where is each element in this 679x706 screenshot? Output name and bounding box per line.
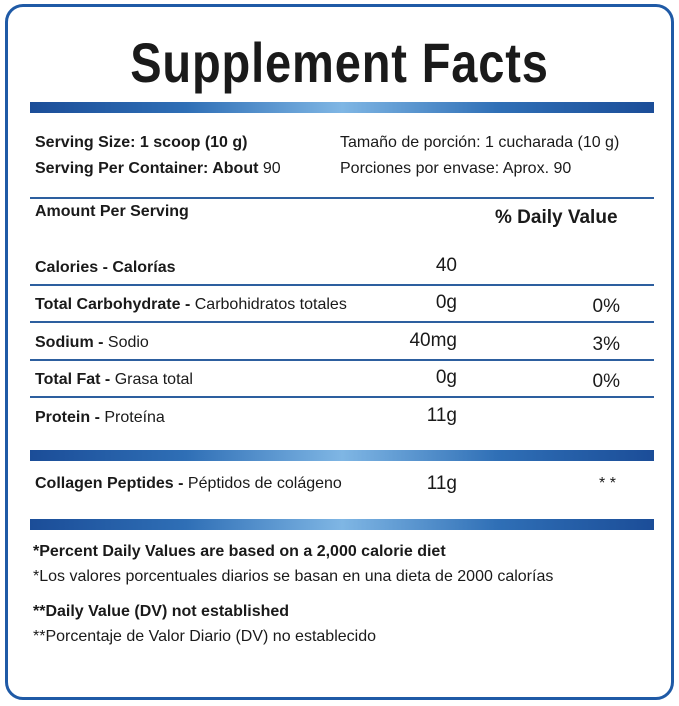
- dv-header: % Daily Value: [495, 207, 618, 228]
- footnote: *Los valores porcentuales diarios se bas…: [33, 568, 554, 585]
- name-es: Péptidos de colágeno: [187, 475, 342, 492]
- name: Protein -: [35, 409, 100, 426]
- serving-size: Serving Size: 1 scoop (10 g): [35, 134, 248, 151]
- name-es: Proteína: [104, 409, 165, 426]
- footnote: **Daily Value (DV) not established: [33, 603, 290, 620]
- name-es: Carbohidratos totales: [194, 296, 347, 313]
- daily-value: 0%: [592, 296, 620, 317]
- name: Calories - Calorías: [35, 259, 176, 276]
- divider: [30, 359, 654, 361]
- footnote: **Porcentaje de Valor Diario (DV) no est…: [33, 628, 376, 645]
- label: Serving Per Container: About: [35, 160, 259, 177]
- daily-value: * *: [599, 475, 616, 492]
- amount: 11g: [426, 405, 457, 426]
- name: Collagen Peptides -: [35, 475, 184, 492]
- divider: [30, 102, 654, 113]
- serving-size-es: Tamaño de porción: 1 cucharada (10 g): [340, 134, 620, 151]
- value: 90: [262, 160, 281, 177]
- name-es: Grasa total: [114, 371, 193, 388]
- divider: [30, 396, 654, 398]
- amount: 0g: [435, 367, 457, 388]
- servings-per-container: Serving Per Container: About 90: [35, 161, 281, 177]
- divider: [30, 284, 654, 286]
- nutrient-name: Protein - Proteína: [35, 410, 165, 426]
- title: Supplement Facts: [130, 31, 549, 94]
- daily-value: 3%: [592, 334, 620, 355]
- divider: [30, 450, 654, 461]
- amount-header: Amount Per Serving: [35, 203, 189, 220]
- daily-value: 0%: [592, 371, 620, 392]
- label-border: [5, 4, 674, 700]
- name-es: Sodio: [107, 334, 149, 351]
- amount: 40: [435, 255, 457, 276]
- amount: 40mg: [409, 330, 457, 351]
- divider: [30, 197, 654, 199]
- divider: [30, 321, 654, 323]
- footnote: *Percent Daily Values are based on a 2,0…: [33, 543, 446, 560]
- nutrient-name: Total Carbohydrate - Carbohidratos total…: [35, 297, 347, 313]
- divider: [30, 519, 654, 530]
- name: Sodium -: [35, 334, 104, 351]
- name: Total Fat -: [35, 371, 111, 388]
- amount: 11g: [426, 473, 457, 494]
- nutrient-name: Calories - Calorías: [35, 260, 176, 276]
- nutrient-name: Sodium - Sodio: [35, 335, 149, 351]
- name: Total Carbohydrate -: [35, 296, 191, 313]
- nutrient-name: Collagen Peptides - Péptidos de colágeno: [35, 476, 342, 492]
- nutrient-name: Total Fat - Grasa total: [35, 372, 193, 388]
- servings-per-container-es: Porciones por envase: Aprox. 90: [340, 160, 572, 177]
- amount: 0g: [435, 292, 457, 313]
